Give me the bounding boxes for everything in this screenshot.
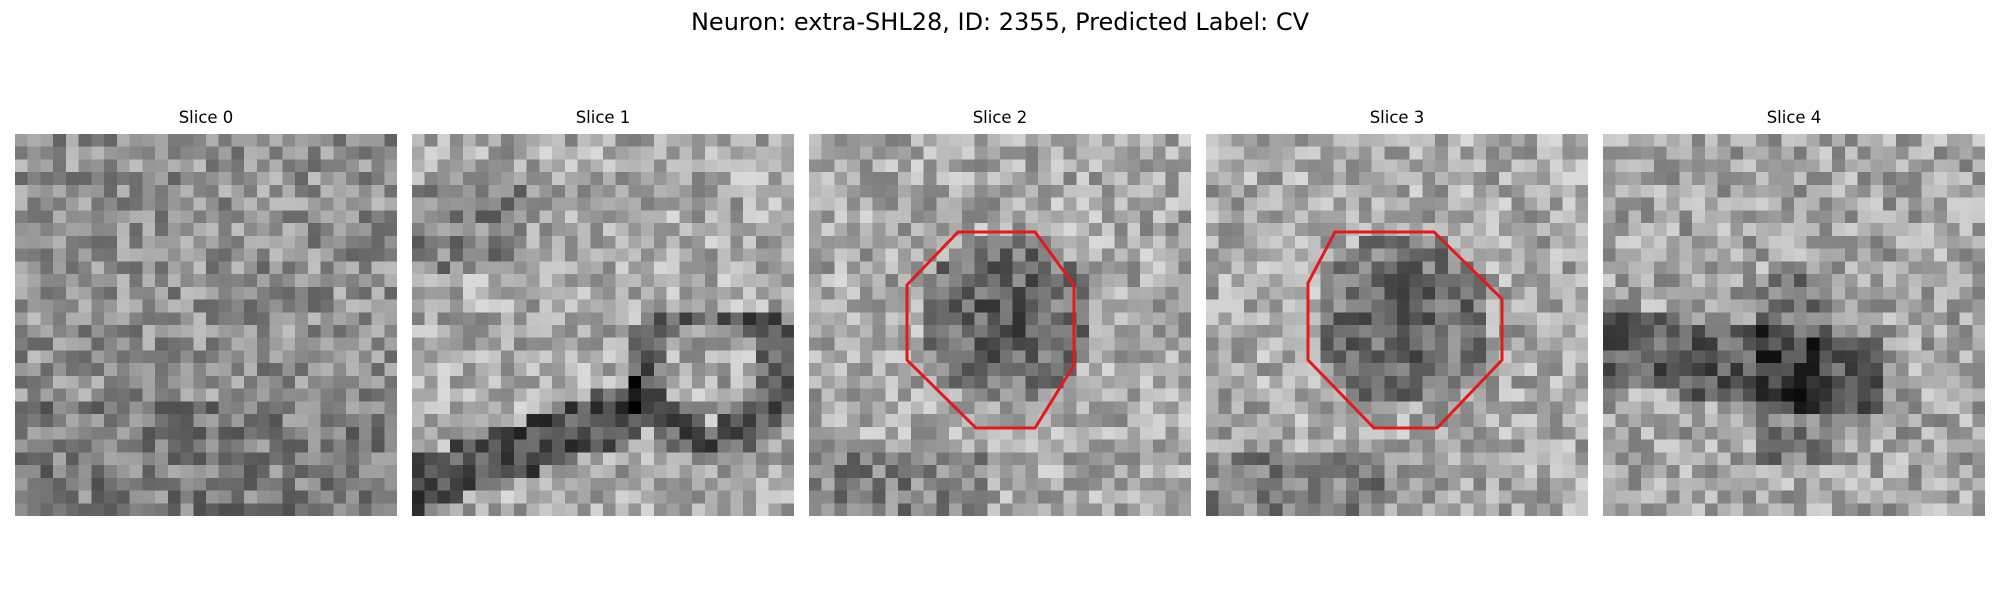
octagon-outline <box>905 230 1076 430</box>
slice-image <box>809 134 1191 516</box>
figure-title: Neuron: extra-SHL28, ID: 2355, Predicted… <box>690 8 1310 36</box>
slice-title: Slice 3 <box>1369 108 1425 127</box>
slice-image <box>1206 134 1588 516</box>
octagon-outline <box>1306 230 1504 430</box>
slice-panel-4: Slice 4 <box>1603 108 1985 516</box>
slice-image <box>1603 134 1985 516</box>
slice-panel-0: Slice 0 <box>15 108 397 516</box>
slice-title: Slice 1 <box>575 108 631 127</box>
slice-panel-3: Slice 3 <box>1206 108 1588 516</box>
slice-image <box>412 134 794 516</box>
slice-title: Slice 0 <box>178 108 234 127</box>
slice-image <box>15 134 397 516</box>
slice-panel-2: Slice 2 <box>809 108 1191 516</box>
roi-outline <box>1306 230 1504 430</box>
slice-title: Slice 2 <box>972 108 1028 127</box>
roi-outline <box>905 230 1076 430</box>
slice-panel-1: Slice 1 <box>412 108 794 516</box>
slice-title: Slice 4 <box>1766 108 1822 127</box>
